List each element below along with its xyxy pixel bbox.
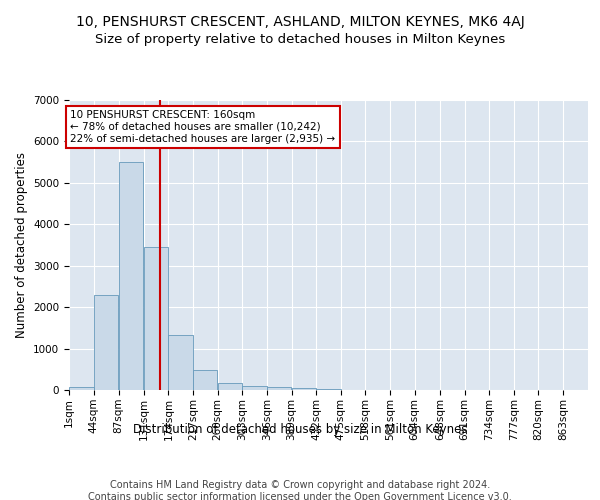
Bar	[218, 383, 242, 390]
Bar	[69, 387, 94, 390]
Bar	[169, 336, 193, 390]
Bar	[94, 294, 118, 390]
Bar	[267, 387, 291, 390]
Text: Contains HM Land Registry data © Crown copyright and database right 2024.
Contai: Contains HM Land Registry data © Crown c…	[88, 480, 512, 500]
Bar	[144, 247, 168, 390]
Text: Size of property relative to detached houses in Milton Keynes: Size of property relative to detached ho…	[95, 32, 505, 46]
Bar	[119, 162, 143, 390]
Y-axis label: Number of detached properties: Number of detached properties	[14, 152, 28, 338]
Bar	[193, 370, 217, 390]
Bar	[242, 386, 266, 390]
Text: 10 PENSHURST CRESCENT: 160sqm
← 78% of detached houses are smaller (10,242)
22% : 10 PENSHURST CRESCENT: 160sqm ← 78% of d…	[70, 110, 335, 144]
Bar	[292, 388, 316, 390]
Text: 10, PENSHURST CRESCENT, ASHLAND, MILTON KEYNES, MK6 4AJ: 10, PENSHURST CRESCENT, ASHLAND, MILTON …	[76, 15, 524, 29]
Text: Distribution of detached houses by size in Milton Keynes: Distribution of detached houses by size …	[133, 422, 467, 436]
